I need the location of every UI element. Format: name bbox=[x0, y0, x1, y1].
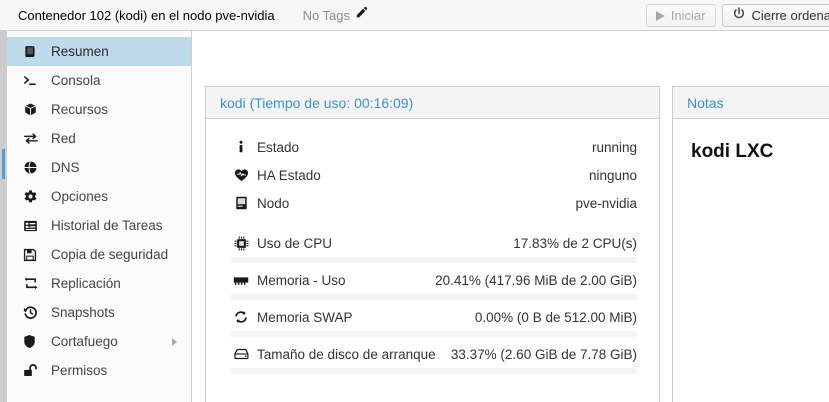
disk-progress-track bbox=[231, 368, 637, 374]
info-icon bbox=[231, 140, 251, 154]
sidebar-item-label: Opciones bbox=[51, 188, 109, 204]
chevron-right-icon bbox=[172, 337, 177, 346]
sidebar-item-label: Red bbox=[51, 130, 76, 146]
row-gap bbox=[206, 217, 659, 229]
sidebar-item-cortafuego[interactable]: Cortafuego bbox=[7, 327, 191, 356]
status-panel: kodi (Tiempo de uso: 00:16:09) Estado ru… bbox=[205, 86, 660, 402]
gear-icon bbox=[23, 189, 42, 204]
sidebar-item-red[interactable]: Red bbox=[7, 124, 191, 153]
status-row-value: pve-nvidia bbox=[575, 195, 637, 211]
splitter-handle[interactable] bbox=[2, 149, 5, 179]
replication-icon bbox=[23, 276, 42, 291]
sidebar-splitter[interactable] bbox=[0, 31, 7, 402]
server-icon bbox=[231, 196, 251, 210]
status-row-value: ninguno bbox=[588, 167, 637, 183]
sidebar-item-label: Snapshots bbox=[51, 304, 115, 320]
status-panel-body: Estado running HA Estado ninguno bbox=[206, 119, 659, 374]
sidebar-item-permisos[interactable]: Permisos bbox=[7, 356, 191, 385]
sidebar-item-consola[interactable]: Consola bbox=[7, 66, 191, 95]
main-content: kodi (Tiempo de uso: 00:16:09) Estado ru… bbox=[193, 32, 829, 402]
history-icon bbox=[23, 305, 42, 320]
sidebar-item-historial-de-tareas[interactable]: Historial de Tareas bbox=[7, 211, 191, 240]
sidebar-item-label: DNS bbox=[51, 159, 80, 175]
shutdown-button-label: Cierre ordena bbox=[751, 8, 829, 23]
status-rows: Estado running HA Estado ninguno bbox=[206, 119, 659, 374]
unlock-icon bbox=[23, 363, 42, 378]
status-row-nodo: Nodo pve-nvidia bbox=[206, 189, 659, 217]
usage-row-value: 0.00% (0 B de 512.00 MiB) bbox=[474, 309, 637, 325]
heart-icon bbox=[231, 168, 251, 182]
status-row-estado: Estado running bbox=[206, 133, 659, 161]
shield-icon bbox=[23, 334, 42, 349]
swap-icon bbox=[231, 310, 251, 324]
usage-row-label: Tamaño de disco de arranque bbox=[257, 346, 436, 362]
pencil-icon[interactable] bbox=[355, 6, 368, 24]
usage-row-label: Memoria - Uso bbox=[257, 272, 346, 288]
cpu-icon bbox=[231, 236, 251, 251]
notes-content: kodi LXC bbox=[691, 141, 774, 162]
sidebar-item-recursos[interactable]: Recursos bbox=[7, 95, 191, 124]
top-toolbar: Contenedor 102 (kodi) en el nodo pve-nvi… bbox=[0, 0, 829, 31]
status-row-label: Estado bbox=[257, 139, 300, 155]
memory-progress-track bbox=[231, 294, 637, 300]
globe-icon bbox=[23, 160, 42, 175]
usage-row-value: 17.83% de 2 CPU(s) bbox=[513, 235, 637, 251]
sidebar-item-label: Copia de seguridad bbox=[51, 246, 169, 262]
usage-row-value: 33.37% (2.60 GiB de 7.78 GiB) bbox=[450, 346, 637, 362]
tags-editor[interactable]: No Tags bbox=[303, 6, 368, 24]
start-button[interactable]: Iniciar bbox=[645, 4, 716, 27]
shutdown-button[interactable]: Cierre ordena bbox=[721, 4, 829, 27]
page-title: Contenedor 102 (kodi) en el nodo pve-nvi… bbox=[18, 7, 275, 23]
power-icon bbox=[732, 7, 746, 24]
list-icon bbox=[23, 219, 42, 233]
notes-panel: Notas kodi LXC bbox=[672, 86, 829, 402]
disk-icon bbox=[231, 348, 251, 360]
book-icon bbox=[23, 44, 42, 59]
memory-icon bbox=[231, 274, 251, 286]
sidebar-item-label: Recursos bbox=[51, 101, 109, 117]
usage-row-disco: Tamaño de disco de arranque 33.37% (2.60… bbox=[206, 340, 659, 374]
start-button-label: Iniciar bbox=[670, 8, 706, 23]
cpu-progress-track bbox=[231, 257, 637, 263]
status-row-label: Nodo bbox=[257, 195, 290, 211]
toolbar-actions: Iniciar Cierre ordena bbox=[645, 4, 829, 27]
notes-panel-title: Notas bbox=[687, 94, 724, 111]
notes-panel-header: Notas bbox=[673, 87, 829, 119]
usage-row-label: Memoria SWAP bbox=[257, 309, 353, 325]
sidebar-item-snapshots[interactable]: Snapshots bbox=[7, 298, 191, 327]
status-row-ha-estado: HA Estado ninguno bbox=[206, 161, 659, 189]
sidebar-item-opciones[interactable]: Opciones bbox=[7, 182, 191, 211]
sidebar-item-replicacion[interactable]: Replicación bbox=[7, 269, 191, 298]
status-panel-title: kodi (Tiempo de uso: 00:16:09) bbox=[220, 94, 414, 111]
swap-progress-track bbox=[231, 331, 637, 337]
sidebar-item-label: Consola bbox=[51, 72, 101, 88]
floppy-icon bbox=[23, 248, 42, 262]
sidebar-nav: Resumen Consola Recursos bbox=[7, 31, 192, 402]
usage-row-cpu: Uso de CPU 17.83% de 2 CPU(s) bbox=[206, 229, 659, 263]
status-row-value: running bbox=[591, 139, 637, 155]
play-icon bbox=[655, 10, 665, 21]
sidebar-item-resumen[interactable]: Resumen bbox=[7, 37, 191, 66]
sidebar-item-copia-de-seguridad[interactable]: Copia de seguridad bbox=[7, 240, 191, 269]
cube-icon bbox=[23, 102, 42, 117]
usage-row-label: Uso de CPU bbox=[257, 235, 333, 251]
sidebar-item-label: Historial de Tareas bbox=[51, 217, 163, 233]
sidebar-item-label: Replicación bbox=[51, 275, 121, 291]
tags-label: No Tags bbox=[302, 7, 351, 23]
status-panel-header: kodi (Tiempo de uso: 00:16:09) bbox=[206, 87, 659, 119]
exchange-icon bbox=[23, 131, 42, 146]
sidebar-item-dns[interactable]: DNS bbox=[7, 153, 191, 182]
status-row-label: HA Estado bbox=[257, 167, 321, 183]
terminal-icon bbox=[23, 73, 42, 88]
sidebar-item-label: Cortafuego bbox=[51, 333, 118, 349]
usage-row-memoria: Memoria - Uso 20.41% (417.96 MiB de 2.00… bbox=[206, 266, 659, 300]
usage-row-value: 20.41% (417.96 MiB de 2.00 GiB) bbox=[435, 272, 637, 288]
sidebar-item-label: Resumen bbox=[51, 43, 109, 59]
sidebar-item-label: Permisos bbox=[51, 362, 108, 378]
notes-panel-body[interactable]: kodi LXC bbox=[673, 119, 829, 185]
usage-row-swap: Memoria SWAP 0.00% (0 B de 512.00 MiB) bbox=[206, 303, 659, 337]
